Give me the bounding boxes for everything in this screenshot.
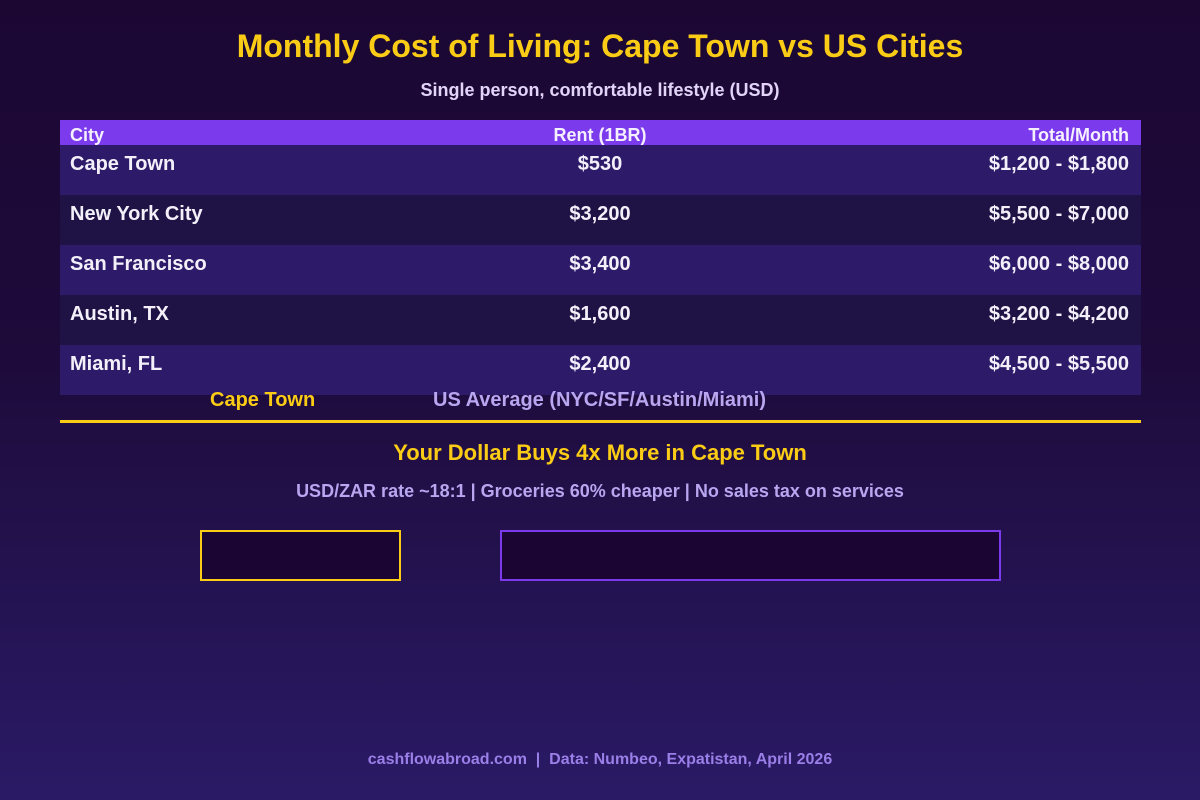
table-header: City Rent (1BR) Total/Month (60, 120, 1141, 145)
column-header-total: Total/Month (1028, 125, 1129, 145)
table-row: Austin, TX $1,600 $3,200 - $4,200 (60, 295, 1141, 345)
cell-city: New York City (70, 203, 203, 225)
table-row: New York City $3,200 $5,500 - $7,000 (60, 195, 1141, 245)
table-row: Cape Town $530 $1,200 - $1,800 (60, 145, 1141, 195)
page-subtitle: Single person, comfortable lifestyle (US… (420, 80, 780, 100)
us-average-bar (500, 530, 1001, 581)
cell-total: $1,200 - $1,800 (988, 153, 1129, 175)
cape-town-bar (200, 530, 401, 581)
cell-city: Cape Town (70, 153, 176, 175)
cost-table: City Rent (1BR) Total/Month Cape Town $5… (60, 120, 1141, 395)
legend-us-average: US Average (NYC/SF/Austin/Miami) (433, 389, 767, 411)
column-header-city: City (70, 125, 105, 145)
cell-rent: $3,200 (569, 203, 631, 225)
facts-line: USD/ZAR rate ~18:1 | Groceries 60% cheap… (296, 481, 904, 501)
headline: Your Dollar Buys 4x More in Cape Town (393, 440, 807, 465)
footer-credit: cashflowabroad.com | Data: Numbeo, Expat… (367, 751, 833, 768)
cell-total: $3,200 - $4,200 (988, 303, 1129, 325)
cell-total: $4,500 - $5,500 (988, 353, 1129, 375)
page-title: Monthly Cost of Living: Cape Town vs US … (236, 28, 964, 64)
cell-rent: $3,400 (569, 253, 631, 275)
cell-city: Austin, TX (70, 303, 169, 325)
cell-city: San Francisco (70, 253, 207, 275)
cell-rent: $2,400 (569, 353, 631, 375)
table-row: San Francisco $3,400 $6,000 - $8,000 (60, 245, 1141, 295)
cell-rent: $1,600 (569, 303, 631, 325)
table-row: Miami, FL $2,400 $4,500 - $5,500 (60, 345, 1141, 395)
cell-rent: $530 (577, 153, 623, 175)
column-header-rent: Rent (1BR) (553, 125, 647, 145)
legend-cape-town: Cape Town (210, 389, 316, 411)
divider (60, 420, 1141, 423)
cell-city: Miami, FL (70, 353, 163, 375)
cell-total: $5,500 - $7,000 (988, 203, 1129, 225)
cell-total: $6,000 - $8,000 (988, 253, 1129, 275)
